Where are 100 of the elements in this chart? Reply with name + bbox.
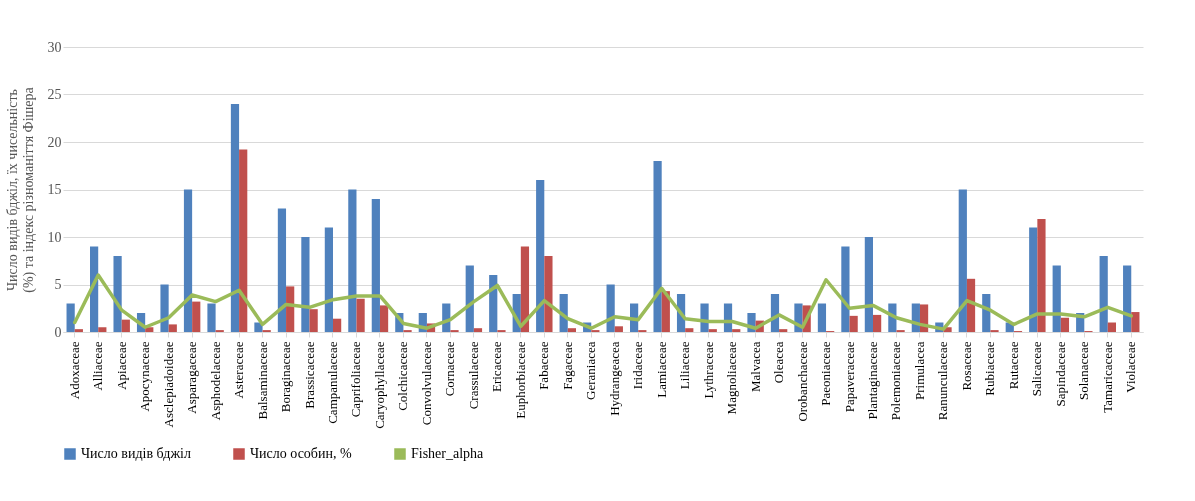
bar: [356, 298, 365, 332]
x-tick-label: Oleacea: [771, 341, 787, 384]
legend-label: Число видів бджіл: [81, 446, 191, 461]
x-tick-label: Asparagaceae: [184, 341, 200, 414]
bar: [817, 303, 827, 332]
x-tick-label: Boraginaceae: [278, 341, 294, 413]
bar: [1123, 265, 1132, 332]
bar: [1052, 265, 1061, 332]
bar: [1131, 312, 1140, 332]
x-tick-label: Apiaceae: [113, 341, 129, 390]
y-tick-label: 15: [47, 182, 62, 197]
x-tick-label: Balsaminaceae: [254, 341, 270, 420]
bar: [333, 318, 342, 332]
bar: [309, 309, 318, 332]
bar: [286, 286, 295, 332]
bar: [1037, 218, 1046, 332]
x-tick-label: Fagaceae: [559, 341, 575, 390]
bar: [301, 237, 310, 332]
x-tick-label: Papaveraceae: [841, 341, 857, 413]
x-tick-label: Cornaceae: [442, 341, 458, 397]
legend-label: Fisher_alpha: [411, 446, 485, 461]
x-tick-label: Sapindaceae: [1052, 341, 1068, 407]
x-tick-label: Rubiaceae: [982, 341, 998, 396]
bar: [849, 315, 858, 332]
x-tick-label: Paeoniaceae: [818, 341, 834, 406]
bar: [1060, 317, 1070, 332]
bar: [192, 301, 201, 332]
bar: [732, 329, 741, 332]
bar: [685, 328, 694, 332]
x-tick-label: Colchicaceae: [395, 341, 411, 411]
x-tick-label: Convolvulaceae: [418, 341, 434, 426]
x-tick-label: Tamaricaceae: [1099, 341, 1115, 413]
bar: [183, 189, 193, 332]
line-series: [72, 273, 1134, 331]
bar: [864, 237, 873, 332]
x-tick-label: Polemoniaceae: [888, 341, 904, 421]
bar: [653, 161, 662, 332]
x-tick-label: Geraniacea: [583, 341, 599, 400]
bar: [379, 305, 389, 332]
legend-label: Число особин, %: [250, 446, 352, 461]
bar: [841, 246, 850, 332]
bar: [567, 328, 576, 332]
bar: [160, 284, 169, 332]
bar: [473, 328, 483, 332]
x-tick-label: Alliaceae: [90, 341, 106, 391]
bar: [98, 327, 107, 332]
x-tick-label: Iridaceae: [630, 341, 646, 390]
x-tick-label: Orobanchaceae: [794, 341, 810, 422]
x-tick-label: Crassulaceae: [465, 341, 481, 410]
bar: [1029, 227, 1038, 332]
x-tick-label: Ericaceae: [489, 341, 505, 393]
bar: [873, 314, 882, 332]
bar: [614, 326, 623, 332]
bar: [74, 329, 83, 332]
bar: [536, 180, 545, 332]
bar: [779, 329, 788, 332]
x-tick-label: Solanaceae: [1076, 341, 1092, 400]
bar: [348, 189, 357, 332]
bar: [230, 104, 240, 332]
x-tick-label: Salicaceae: [1029, 341, 1045, 397]
bar: [966, 278, 976, 332]
bar: [207, 303, 216, 332]
x-tick-label: Adoxaceae: [66, 341, 82, 400]
y-tick-label: 10: [47, 229, 62, 245]
bar: [465, 265, 474, 332]
x-tick-label: Lamiaceae: [653, 341, 669, 398]
bar: [958, 189, 967, 332]
bar: [371, 199, 380, 332]
x-tick-label: Asclepiadoideae: [160, 341, 176, 428]
x-tick-label: Brassicaceae: [301, 341, 317, 409]
bar: [1107, 322, 1116, 332]
bar: [121, 319, 130, 332]
x-tick-label: Ranunculaceae: [935, 341, 951, 421]
y-tick-label: 20: [47, 134, 62, 150]
x-tick-label: Caprifoliaceae: [348, 341, 364, 418]
bar: [113, 256, 122, 332]
y-axis-title: Число видів бджіл, їх чисельність (%) та індекс різноманіття Фішера: [4, 86, 37, 293]
x-tick-label: Liliaceae: [677, 341, 693, 390]
y-tick-label: 0: [54, 324, 62, 340]
y-tick-label: 5: [54, 277, 62, 292]
y-tick-label: 30: [47, 39, 62, 55]
x-tick-label: Fabaceae: [536, 341, 552, 390]
x-tick-label: Campanulaceae: [325, 341, 340, 424]
x-tick-label: Apocynaceae: [137, 341, 153, 412]
x-tick-label: Malvacea: [747, 341, 763, 393]
bar: [239, 149, 248, 332]
x-tick-label: Primulacea: [911, 341, 927, 400]
bar: [489, 275, 498, 332]
x-tick-label: Hydrangeacea: [606, 341, 622, 416]
bar: [277, 208, 287, 332]
x-tick-label: Asphodelaceae: [207, 341, 223, 421]
x-tick-label: Caryophyllaceae: [371, 341, 387, 429]
bar: [324, 227, 333, 332]
bar: [544, 256, 553, 332]
bar: [66, 303, 75, 332]
x-tick-label: Magnoliaceae: [724, 341, 740, 415]
x-tick-label: Plantaginaceae: [865, 341, 880, 420]
x-tick-label: Asteraceae: [231, 341, 247, 399]
x-tick-label: Lythraceae: [700, 341, 716, 399]
bar: [708, 329, 717, 332]
